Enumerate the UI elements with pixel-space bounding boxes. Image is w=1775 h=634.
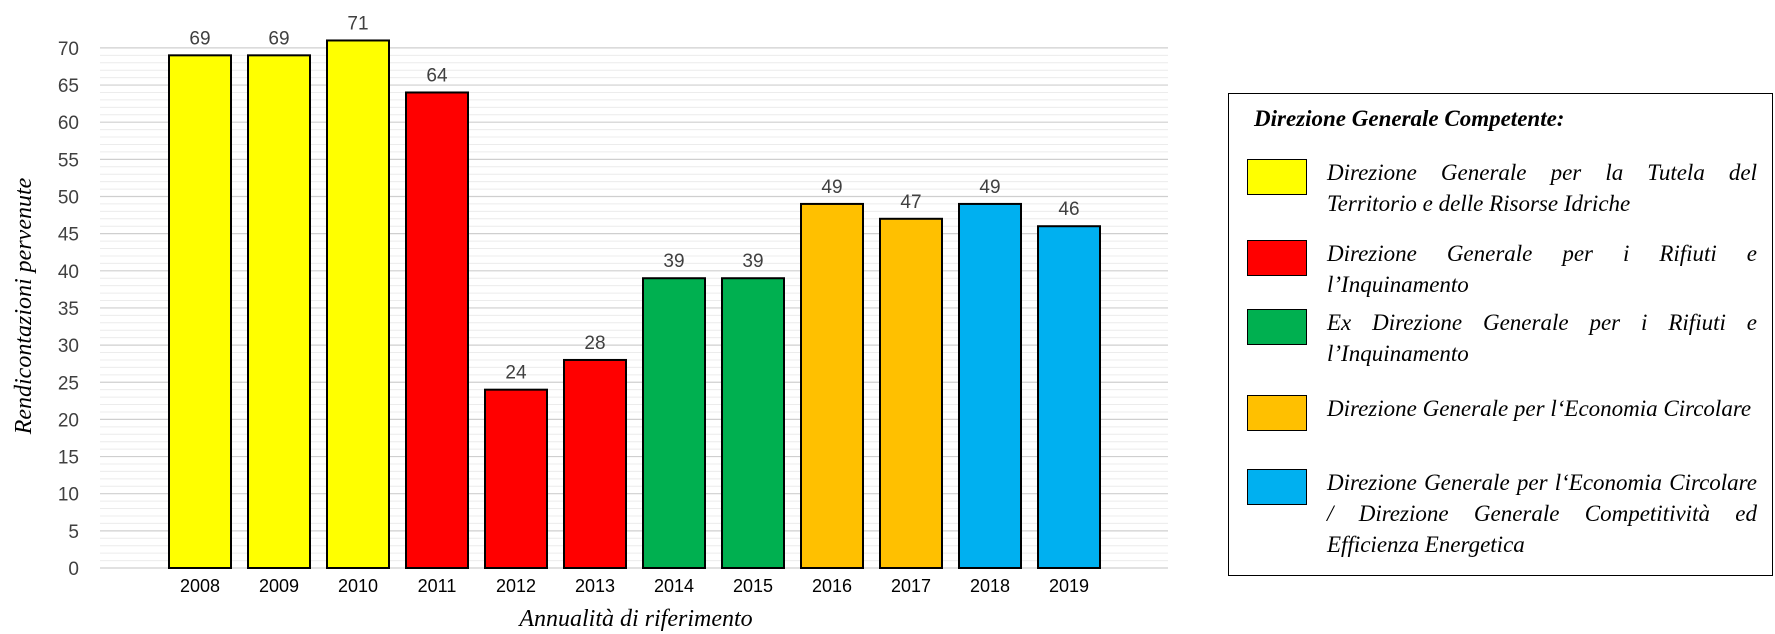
y-tick-label: 60: [58, 113, 79, 134]
bar-2011: [405, 91, 469, 569]
legend-label: Direzione Generale per l‘Economia Circol…: [1327, 396, 1752, 421]
bar-chart: 0 5 10 15 20 25 30 35 40 45 50 55 60 65 70 69 69 71 64 24 2…: [11, 13, 1168, 632]
legend-swatch-green: [1247, 309, 1307, 345]
x-tick-label: 2012: [496, 576, 536, 596]
data-label-2014: 39: [663, 251, 684, 272]
bar-2019: [1037, 225, 1101, 569]
x-tick-label: 2009: [259, 576, 299, 596]
x-axis-title: Annualità di riferimento: [517, 606, 752, 632]
data-label-2013: 28: [584, 333, 605, 354]
bar-2014: [642, 277, 706, 569]
bar-2009: [247, 54, 311, 569]
x-tick-label: 2011: [418, 576, 457, 596]
legend-swatch-blue: [1247, 469, 1307, 505]
data-label-2018: 49: [979, 177, 1000, 198]
x-tick-label: 2018: [970, 576, 1010, 596]
x-tick-label: 2016: [812, 576, 852, 596]
bar-2018: [958, 202, 1022, 569]
legend-title: Direzione Generale Competente:: [1254, 106, 1565, 131]
data-label-2009: 69: [268, 28, 289, 49]
y-tick-label: 70: [58, 39, 79, 60]
y-tick-label: 30: [58, 336, 79, 357]
y-tick-label: 35: [58, 299, 79, 320]
bar-2008: [168, 54, 232, 569]
legend-swatch-red: [1247, 240, 1307, 276]
x-tick-label: 2019: [1049, 576, 1089, 596]
y-tick-label: 55: [58, 150, 79, 171]
data-label-2012: 24: [505, 363, 527, 384]
x-tick-label: 2008: [180, 576, 220, 596]
data-label-2019: 46: [1058, 199, 1079, 220]
bar-2012: [484, 388, 548, 569]
y-tick-label: 20: [58, 410, 79, 431]
legend-label: Direzione Generale per la Tutela del Ter…: [1327, 160, 1757, 216]
data-label-2010: 71: [347, 13, 368, 34]
bar-2013: [563, 358, 627, 569]
x-axis-ticks: 2008 2009 2010 2011 2012 2013 2014 2015 2016 2017…: [180, 576, 1089, 596]
data-label-2011: 64: [426, 65, 448, 86]
y-tick-label: 40: [58, 262, 79, 283]
y-tick-label: 15: [58, 448, 79, 469]
data-label-2017: 47: [900, 192, 921, 213]
y-tick-label: 10: [58, 485, 79, 506]
data-label-2015: 39: [742, 251, 763, 272]
y-tick-label: 50: [58, 188, 79, 209]
legend-swatch-yellow: [1247, 159, 1307, 195]
legend-label: Direzione Generale per l‘Economia Circol…: [1327, 470, 1757, 557]
x-tick-label: 2015: [733, 576, 773, 596]
data-label-2008: 69: [189, 28, 210, 49]
x-tick-label: 2010: [338, 576, 378, 596]
y-tick-label: 25: [58, 373, 79, 394]
bar-2010: [326, 39, 390, 570]
data-labels: 69 69 71 64 24 28 39 39 49 47 49 46: [189, 13, 1079, 383]
legend-label: Direzione Generale per i Rifiuti e l’Inq…: [1327, 241, 1757, 297]
x-tick-label: 2013: [575, 576, 615, 596]
y-tick-label: 45: [58, 225, 79, 246]
y-tick-label: 0: [68, 559, 79, 580]
y-tick-label: 5: [68, 522, 79, 543]
legend-label: Ex Direzione Generale per i Rifiuti e l’…: [1327, 310, 1757, 366]
x-tick-label: 2014: [654, 576, 694, 596]
bars: [168, 39, 1101, 570]
x-tick-label: 2017: [891, 576, 931, 596]
data-label-2016: 49: [821, 177, 842, 198]
y-axis-title: Rendicontazioni pervenute: [11, 177, 37, 435]
y-axis-ticks: 0 5 10 15 20 25 30 35 40 45 50 55 60 65 70: [58, 39, 79, 580]
bar-2016: [800, 202, 864, 569]
legend: Direzione Generale Competente: Direzione…: [1228, 93, 1773, 576]
bar-2017: [879, 217, 943, 569]
y-tick-label: 65: [58, 76, 79, 97]
legend-swatch-orange: [1247, 395, 1307, 431]
bar-2015: [721, 277, 785, 569]
